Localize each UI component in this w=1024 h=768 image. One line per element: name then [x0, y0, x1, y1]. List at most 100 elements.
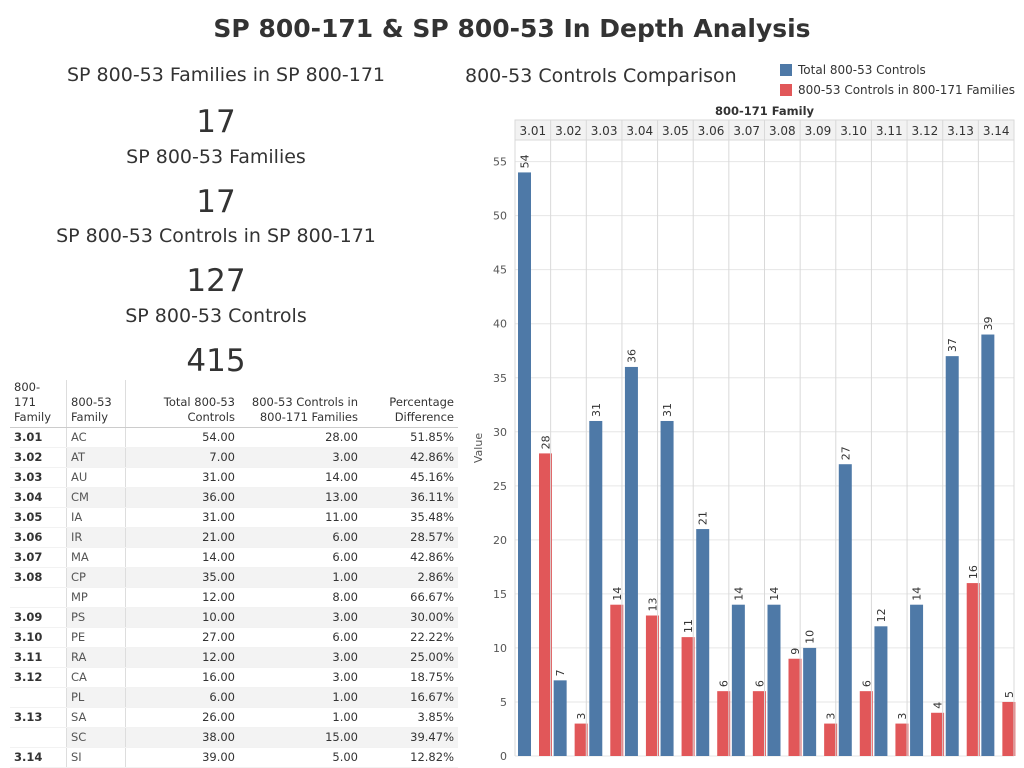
col-header-171-family[interactable]: 800-171 Family [10, 380, 67, 428]
cell-53-family: AC [66, 427, 126, 448]
legend-item-in171[interactable]: 800-53 Controls in 800-171 Families [780, 83, 1015, 97]
y-tick-label: 50 [493, 210, 507, 223]
cell-53-family: SC [66, 727, 126, 748]
cell-total: 12.00 [125, 647, 239, 668]
bar-total [518, 172, 531, 757]
y-tick-label: 25 [493, 480, 507, 493]
bar-in171 [966, 583, 980, 756]
cell-53-family: SI [66, 747, 126, 768]
bar-total [803, 647, 817, 756]
y-tick-label: 30 [493, 426, 507, 439]
data-label: 6 [718, 680, 731, 687]
cell-total: 21.00 [125, 527, 239, 548]
cell-in171: 6.00 [239, 547, 362, 568]
bar-total [767, 604, 781, 756]
cell-total: 26.00 [125, 707, 239, 728]
y-tick-label: 10 [493, 642, 507, 655]
cell-in171: 3.00 [239, 667, 362, 688]
table-row: 3.01 AC 54.00 28.00 51.85% [10, 427, 458, 448]
category-label: 3.07 [733, 124, 760, 138]
cell-171-family: 3.03 [10, 467, 67, 488]
cell-171-family: 3.04 [10, 487, 67, 508]
cell-pct: 25.00% [362, 647, 458, 668]
data-label: 14 [911, 587, 924, 601]
bar-in171 [895, 723, 909, 756]
cell-total: 12.00 [125, 587, 239, 608]
bar-total [696, 529, 710, 756]
data-label: 10 [804, 630, 817, 644]
cell-53-family: MP [66, 587, 126, 608]
kpi-controls-label: SP 800-53 Controls [125, 305, 307, 327]
cell-171-family [10, 587, 67, 608]
kpi-controls-in-171-label: SP 800-53 Controls in SP 800-171 [56, 225, 376, 247]
bar-total [838, 464, 852, 756]
bar-total [981, 334, 995, 756]
cell-total: 6.00 [125, 687, 239, 708]
table-header-row: 800-171 Family 800-53 Family Total 800-53 C… [10, 380, 458, 428]
legend-swatch-total [780, 64, 792, 76]
cell-total: 39.00 [125, 747, 239, 768]
legend-swatch-in171 [780, 84, 792, 96]
data-label: 28 [540, 435, 553, 449]
cell-pct: 16.67% [362, 687, 458, 708]
category-label: 3.14 [983, 124, 1010, 138]
cell-total: 16.00 [125, 667, 239, 688]
cell-total: 38.00 [125, 727, 239, 748]
cell-in171: 28.00 [239, 427, 362, 448]
cell-in171: 14.00 [239, 467, 362, 488]
bar-in171 [717, 691, 731, 756]
cell-total: 35.00 [125, 567, 239, 588]
cell-in171: 6.00 [239, 527, 362, 548]
bar-total [910, 604, 924, 756]
cell-pct: 42.86% [362, 547, 458, 568]
bar-in171 [1002, 701, 1016, 756]
data-label: 27 [839, 446, 852, 460]
cell-171-family [10, 727, 67, 748]
cell-pct: 39.47% [362, 727, 458, 748]
category-label: 3.03 [591, 124, 618, 138]
cell-pct: 36.11% [362, 487, 458, 508]
cell-in171: 1.00 [239, 707, 362, 728]
bar-total [589, 420, 603, 756]
legend-item-total[interactable]: Total 800-53 Controls [780, 63, 926, 77]
col-header-total[interactable]: Total 800-53 Controls [125, 380, 239, 428]
cell-pct: 30.00% [362, 607, 458, 628]
cell-in171: 13.00 [239, 487, 362, 508]
kpi-families-value: 17 [196, 104, 236, 140]
bar-in171 [752, 691, 766, 756]
table-row: 3.05 IA 31.00 11.00 35.48% [10, 507, 458, 528]
bar-in171 [824, 723, 838, 756]
data-label: 4 [932, 702, 945, 709]
cell-53-family: AU [66, 467, 126, 488]
bar-total [731, 604, 745, 756]
family-table: 800-171 Family 800-53 Family Total 800-53 C… [10, 380, 458, 768]
data-label: 31 [590, 403, 603, 417]
cell-pct: 18.75% [362, 667, 458, 688]
legend-label-total: Total 800-53 Controls [798, 63, 926, 77]
cell-53-family: RA [66, 647, 126, 668]
col-header-in171[interactable]: 800-53 Controls in 800-171 Families [239, 380, 362, 428]
cell-total: 14.00 [125, 547, 239, 568]
category-label: 3.12 [912, 124, 939, 138]
cell-pct: 2.86% [362, 567, 458, 588]
col-header-pct[interactable]: Percentage Difference [362, 380, 458, 428]
col-header-53-family[interactable]: 800-53 Family [66, 380, 126, 428]
category-label: 3.10 [840, 124, 867, 138]
bar-in171 [681, 637, 695, 756]
bar-in171 [574, 723, 588, 756]
cell-53-family: CA [66, 667, 126, 688]
bar-total [553, 680, 567, 756]
data-label: 12 [875, 608, 888, 622]
legend-label-in171: 800-53 Controls in 800-171 Families [798, 83, 1015, 97]
cell-171-family: 3.11 [10, 647, 67, 668]
cell-total: 31.00 [125, 467, 239, 488]
category-label: 3.13 [947, 124, 974, 138]
kpi-controls-in-171-value: 17 [196, 184, 236, 220]
cell-total: 7.00 [125, 447, 239, 468]
y-tick-label: 45 [493, 264, 507, 277]
data-label: 14 [768, 587, 781, 601]
cell-total: 10.00 [125, 607, 239, 628]
kpi-families-label: SP 800-53 Families [126, 146, 306, 168]
page-title: SP 800-171 & SP 800-53 In Depth Analysis [213, 14, 811, 43]
bar-in171 [645, 615, 659, 756]
